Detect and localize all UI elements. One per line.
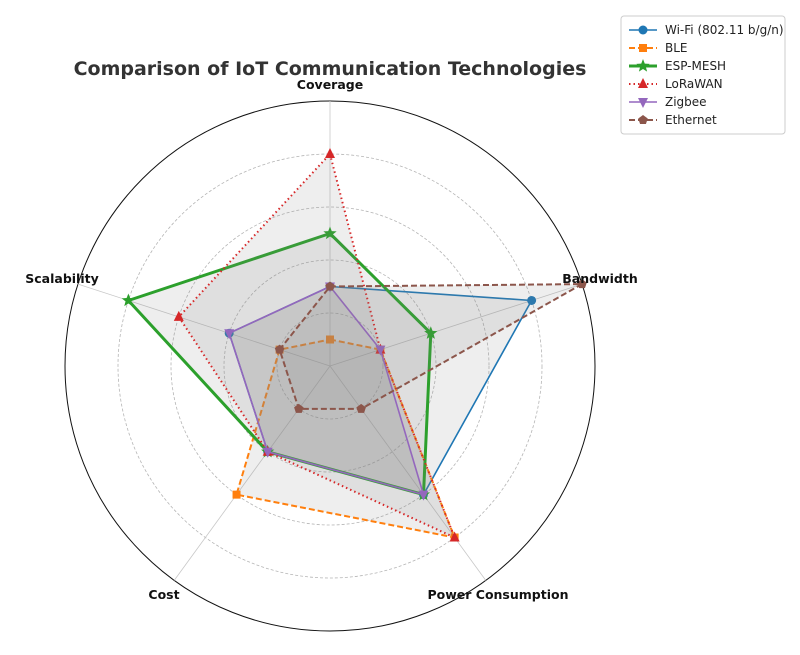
legend-label: Wi-Fi (802.11 b/g/n)	[665, 23, 784, 37]
axis-label-cost: Cost	[148, 587, 179, 602]
grid-ring-3	[170, 206, 490, 526]
marker-star	[121, 293, 136, 307]
marker-pentagon	[274, 344, 285, 354]
legend-label: ESP-MESH	[665, 59, 726, 73]
legend-label: Ethernet	[665, 113, 717, 127]
marker-triangle-up	[449, 531, 460, 542]
spoke-bandwidth	[329, 283, 583, 367]
marker-pentagon	[325, 281, 335, 291]
spoke-scalability	[77, 283, 331, 367]
marker-pentagon	[638, 115, 648, 125]
legend-item-lorawan: LoRaWAN	[629, 77, 723, 91]
marker-circle	[638, 25, 648, 35]
series-fill	[229, 286, 532, 495]
series-line	[278, 283, 583, 410]
axis-label-scalability: Scalability	[25, 271, 99, 286]
marker-triangle-up	[325, 148, 335, 158]
series-line	[235, 338, 456, 539]
marker-square	[232, 490, 241, 499]
marker-circle	[527, 295, 537, 305]
spoke-power-consumption	[329, 365, 487, 581]
marker-star	[424, 326, 438, 339]
grid-ring-1	[276, 312, 384, 420]
series-fill	[178, 154, 455, 538]
marker-star	[323, 226, 337, 240]
legend-item-zigbee: Zigbee	[629, 95, 707, 109]
axis-label-coverage: Coverage	[297, 77, 363, 92]
legend-item-ethernet: Ethernet	[629, 113, 717, 127]
marker-triangle-up	[173, 310, 184, 321]
series-ethernet	[274, 279, 587, 413]
legend-item-esp-mesh: ESP-MESH	[629, 59, 726, 73]
marker-square	[639, 44, 647, 52]
marker-triangle-up	[638, 78, 648, 88]
marker-triangle-down	[224, 329, 235, 340]
axis-labels: Coverage Bandwidth Power Consumption Cost Sc…	[25, 77, 637, 602]
marker-triangle-down	[418, 490, 429, 501]
series-line	[228, 285, 425, 496]
chart-title: Comparison of IoT Communication Technolo…	[74, 58, 587, 80]
legend: Wi-Fi (802.11 b/g/n) BLE ESP-MESH LoRaWAN Zi…	[620, 15, 786, 135]
spoke-cost	[173, 365, 331, 581]
marker-pentagon	[356, 403, 366, 413]
series-layer	[121, 148, 587, 542]
legend-item-ble: BLE	[629, 41, 688, 55]
legend-box	[620, 15, 786, 135]
legend-label: BLE	[665, 41, 688, 55]
series-fill	[128, 233, 431, 495]
marker-triangle-down	[375, 345, 386, 356]
marker-triangle-down	[638, 98, 648, 108]
legend-item-wi-fi-802-11-b-g-n: Wi-Fi (802.11 b/g/n)	[629, 23, 784, 37]
axis-label-bandwidth: Bandwidth	[562, 271, 637, 286]
marker-pentagon	[294, 403, 304, 413]
marker-triangle-down	[262, 447, 273, 458]
series-fill	[279, 284, 582, 409]
series-fill	[229, 286, 424, 495]
marker-star	[636, 59, 650, 72]
axis-label-power-consumption: Power Consumption	[427, 587, 568, 602]
grid-ring-4	[117, 153, 543, 579]
marker-square	[326, 335, 334, 344]
polar-grid	[64, 100, 596, 632]
legend-label: Zigbee	[665, 95, 707, 109]
legend-label: LoRaWAN	[665, 77, 723, 91]
marker-pentagon	[577, 279, 587, 289]
